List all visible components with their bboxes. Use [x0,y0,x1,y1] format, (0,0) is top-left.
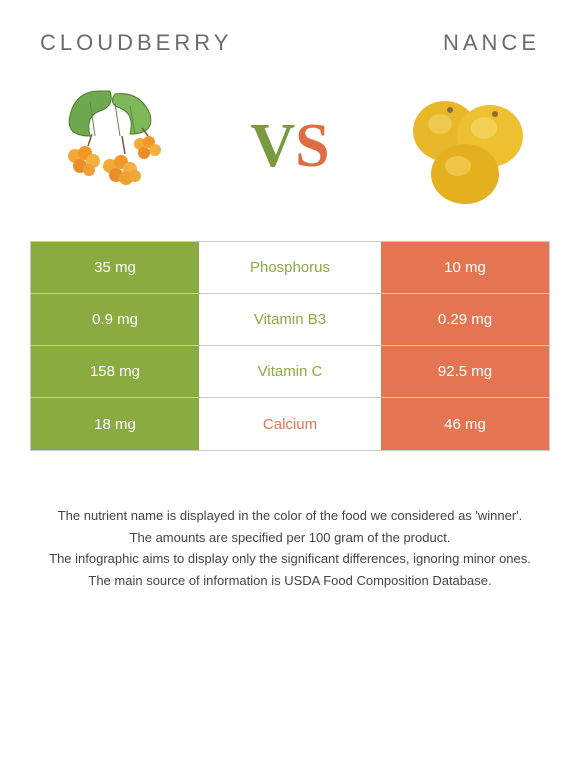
footnote-line: The infographic aims to display only the… [35,549,545,569]
left-value: 35 mg [31,242,199,293]
nance-illustration [390,86,540,206]
nutrient-name: Vitamin B3 [199,294,381,345]
left-title: CLOUDBERRY [40,30,232,56]
left-value: 18 mg [31,398,199,450]
cloudberry-illustration [40,86,190,206]
vs-label: VS [250,111,329,182]
right-value: 0.29 mg [381,294,549,345]
table-row: 35 mg Phosphorus 10 mg [31,242,549,294]
nutrient-name: Vitamin C [199,346,381,397]
footnote-line: The main source of information is USDA F… [35,571,545,591]
nutrient-name: Calcium [199,398,381,450]
footnotes: The nutrient name is displayed in the co… [30,506,550,590]
right-value: 10 mg [381,242,549,293]
header: CLOUDBERRY NANCE [30,30,550,56]
nutrient-name: Phosphorus [199,242,381,293]
table-row: 158 mg Vitamin C 92.5 mg [31,346,549,398]
left-value: 0.9 mg [31,294,199,345]
table-row: 0.9 mg Vitamin B3 0.29 mg [31,294,549,346]
footnote-line: The nutrient name is displayed in the co… [35,506,545,526]
nutrient-table: 35 mg Phosphorus 10 mg 0.9 mg Vitamin B3… [30,241,550,451]
illustration-row: VS [30,86,550,206]
left-value: 158 mg [31,346,199,397]
right-value: 46 mg [381,398,549,450]
table-row: 18 mg Calcium 46 mg [31,398,549,450]
right-value: 92.5 mg [381,346,549,397]
vs-s: S [295,112,329,180]
right-title: NANCE [443,30,540,56]
vs-v: V [250,112,295,180]
footnote-line: The amounts are specified per 100 gram o… [35,528,545,548]
